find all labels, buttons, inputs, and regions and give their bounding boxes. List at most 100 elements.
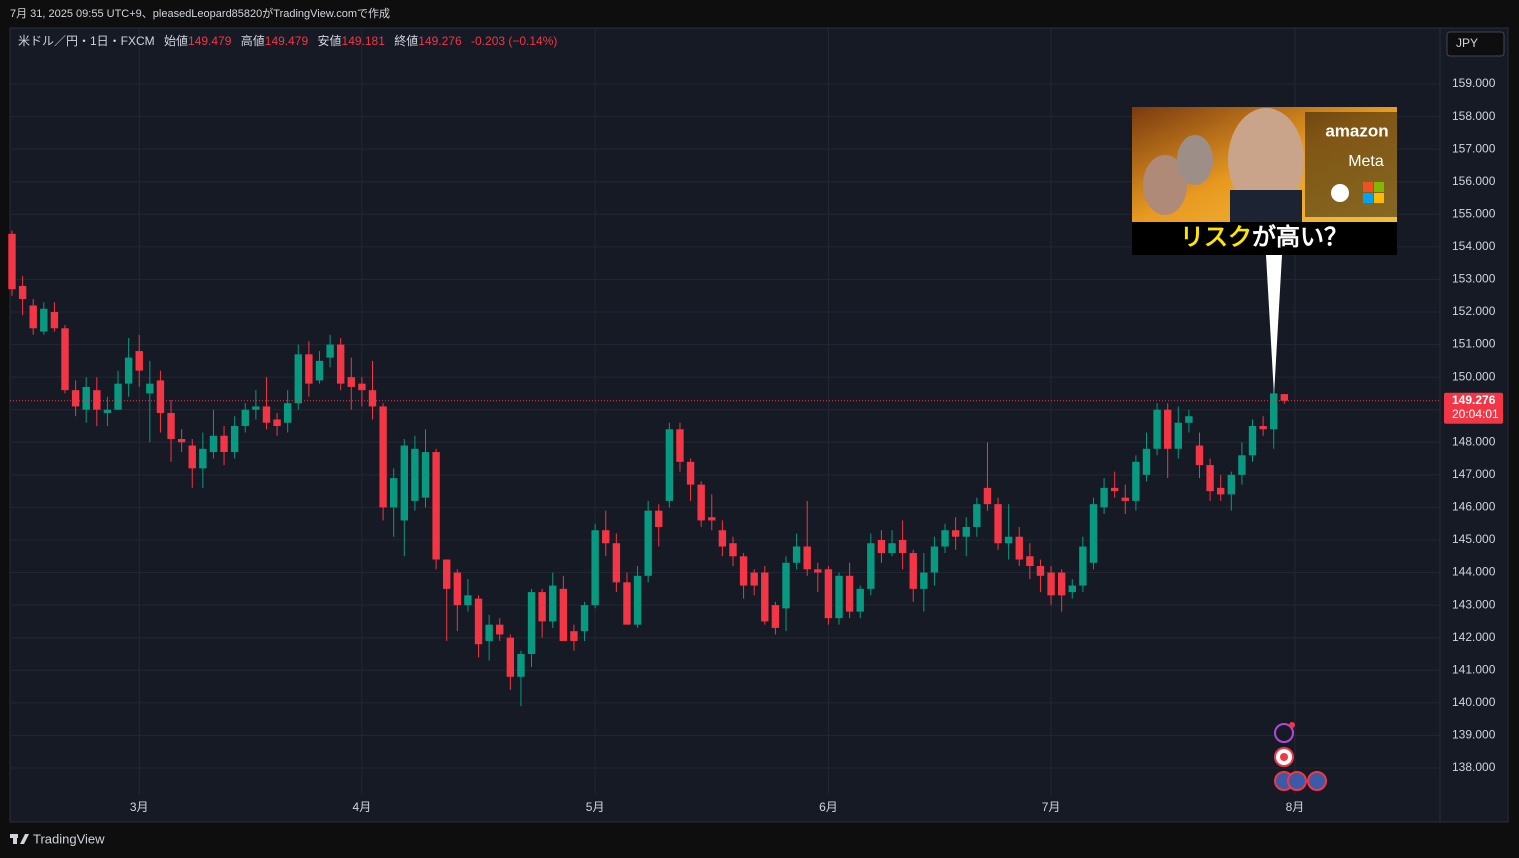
high-value: 149.479 [265, 34, 309, 48]
candle-body [761, 572, 769, 622]
event-icon[interactable] [1287, 771, 1307, 791]
candle-body [1185, 416, 1193, 423]
candle-body [1057, 572, 1066, 596]
candle-body [283, 403, 292, 423]
apple-logo [1331, 184, 1349, 202]
logo: amazon [1325, 121, 1388, 140]
candle-body [517, 653, 525, 677]
candle-body [199, 448, 207, 469]
candle-body [1100, 487, 1108, 508]
candle-body [1280, 394, 1289, 401]
last-price-box [1444, 392, 1503, 424]
candle-body [1238, 455, 1246, 475]
candle-body [633, 575, 642, 625]
candle-body [888, 543, 896, 554]
candle-body [1132, 461, 1140, 501]
candle-body [315, 360, 324, 381]
candle-body [845, 575, 854, 612]
candle-body [1163, 409, 1172, 449]
candle-body [1110, 487, 1119, 492]
candle-body [697, 484, 705, 521]
candle-body [474, 598, 483, 645]
candle-body [1068, 585, 1076, 593]
candle-body [326, 344, 334, 358]
face [1143, 155, 1187, 215]
candle-body [538, 592, 546, 622]
candle-body [814, 569, 822, 573]
candle-body [1248, 425, 1257, 456]
y-tick-label: 146.000 [1452, 500, 1496, 514]
ms-logo [1363, 182, 1373, 192]
candle-body [591, 530, 599, 606]
candle-body [1206, 465, 1214, 492]
event-icon[interactable] [1307, 771, 1327, 791]
candle-body [347, 377, 355, 387]
candle-body [146, 383, 154, 394]
face [1228, 108, 1304, 212]
high-label: 高値 [241, 33, 265, 48]
x-tick-label: 3月 [130, 800, 149, 814]
candle-body [792, 546, 801, 563]
brand: TradingView [10, 831, 105, 846]
y-tick-label: 144.000 [1452, 565, 1496, 579]
candle-body [739, 556, 748, 586]
candle-body [496, 624, 504, 635]
candle-body [835, 575, 843, 619]
candle-body [782, 562, 790, 609]
open-label: 始値 [164, 33, 188, 48]
candle-body [930, 546, 939, 573]
candle-body [708, 517, 716, 521]
candle-body [1015, 536, 1023, 560]
currency-button[interactable]: JPY [1446, 31, 1505, 57]
event-icons[interactable] [1274, 722, 1327, 791]
candle-body [676, 429, 684, 462]
y-tick-label: 157.000 [1452, 141, 1496, 155]
face [1177, 135, 1213, 185]
button-frame[interactable] [1446, 31, 1505, 57]
candle-body [1089, 504, 1098, 563]
y-tick-label: 153.000 [1452, 272, 1496, 286]
candle-body [188, 445, 196, 469]
y-tick-label: 145.000 [1452, 532, 1496, 546]
y-tick-label: 139.000 [1452, 728, 1496, 742]
candle-body [262, 406, 271, 423]
candle-body [549, 585, 557, 622]
candle-body [368, 390, 377, 407]
candle-body [941, 530, 949, 547]
candle-body [124, 357, 133, 384]
candle-body [82, 386, 90, 410]
event-icon[interactable] [1274, 723, 1294, 743]
candle-body [909, 553, 917, 589]
y-tick-label: 148.000 [1452, 434, 1496, 448]
candle-body [177, 439, 186, 443]
candle-body [1227, 474, 1236, 495]
caption-part: が高い？ [1252, 223, 1348, 251]
button-label[interactable]: JPY [1456, 36, 1478, 50]
candle-body [485, 624, 493, 641]
last-price-label: 149.276 [1452, 393, 1496, 407]
logo-part [13, 834, 17, 844]
candle-body [612, 543, 621, 583]
candle-body [18, 285, 27, 299]
annotation-caption: リスクが高い？ [1180, 223, 1348, 251]
candle-body [411, 448, 419, 501]
candle-body [729, 543, 737, 557]
ms-logo [1374, 193, 1384, 203]
candle-body [771, 605, 780, 628]
candle-body [983, 487, 992, 505]
candle-body [686, 461, 695, 485]
candle-body [93, 390, 101, 410]
candle-body [389, 478, 398, 508]
candle-body [1121, 497, 1129, 501]
y-tick-label: 140.000 [1452, 695, 1496, 709]
candle-body [400, 445, 408, 521]
candle-body [951, 530, 960, 537]
candle-body [1142, 448, 1151, 475]
y-tick-label: 147.000 [1452, 467, 1496, 481]
caption-part: リスク [1180, 224, 1252, 251]
logo-part [20, 834, 29, 844]
candle-body [623, 582, 631, 625]
candle-body [220, 435, 228, 453]
close-label: 終値 [394, 33, 418, 48]
